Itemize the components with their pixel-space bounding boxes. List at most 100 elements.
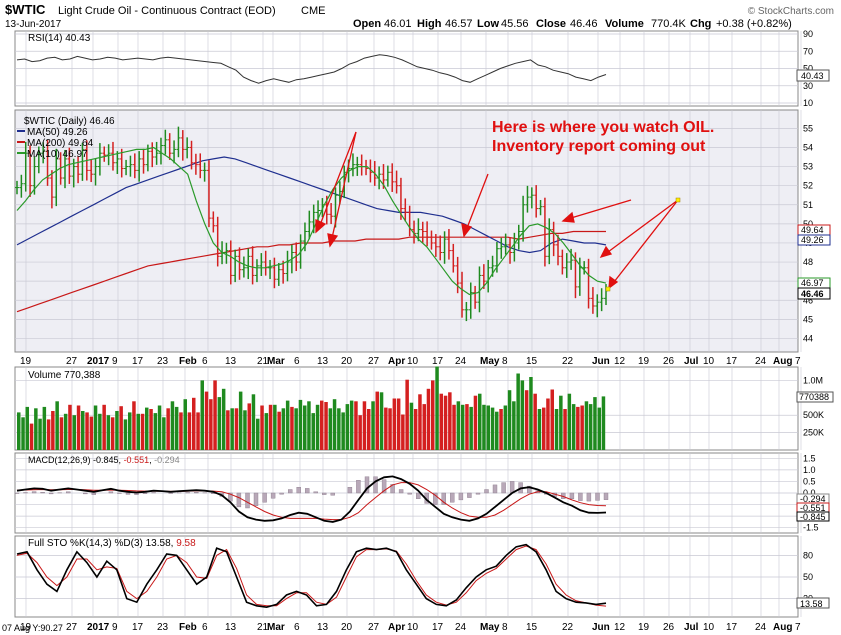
date-tick-label: 26 bbox=[663, 622, 675, 633]
date-tick-label: 6 bbox=[294, 356, 300, 367]
macd-tick-label: 1.0 bbox=[803, 465, 816, 475]
volume-bar bbox=[303, 405, 307, 450]
date-tick-label: 27 bbox=[66, 356, 78, 367]
volume-bar bbox=[200, 380, 204, 450]
date-tick-label: Feb bbox=[179, 622, 197, 633]
volume-bar bbox=[221, 388, 226, 450]
date-tick-label: 12 bbox=[614, 356, 626, 367]
macd-histogram-bar bbox=[279, 492, 284, 495]
date-tick-label: 21 bbox=[257, 356, 269, 367]
date-tick-label: 10 bbox=[703, 622, 715, 633]
open-value: 46.01 bbox=[384, 18, 412, 30]
volume-bar bbox=[320, 400, 324, 450]
volume-bar bbox=[17, 412, 21, 450]
macd-histogram-bar bbox=[40, 492, 45, 494]
date-tick-label: 17 bbox=[132, 622, 144, 633]
volume-bar bbox=[281, 408, 286, 450]
ma10-legend: MA(10) 46.97 bbox=[27, 149, 88, 160]
volume-bar bbox=[571, 404, 576, 450]
macd-histogram-bar bbox=[569, 492, 575, 500]
macd-histogram-bar bbox=[416, 492, 421, 500]
volume-bar bbox=[533, 393, 537, 450]
date-tick-label: Jun bbox=[592, 356, 610, 367]
date-tick-label: 23 bbox=[157, 356, 169, 367]
volume-bar bbox=[273, 404, 277, 450]
volume-bar bbox=[63, 413, 68, 450]
date-tick-label: May bbox=[480, 622, 500, 633]
macd-histogram-bar bbox=[381, 479, 387, 494]
macd-histogram-bar bbox=[398, 489, 404, 494]
rsi-tick-label: 30 bbox=[803, 81, 813, 91]
price-panel: 555453525150494847464544 $WTIC (Daily) 4… bbox=[14, 109, 831, 353]
volume-bar bbox=[256, 418, 260, 450]
macd-histogram-bar bbox=[31, 491, 37, 494]
macd-histogram-bar bbox=[475, 492, 481, 495]
volume-bar bbox=[337, 408, 341, 450]
macd-histogram-bar bbox=[270, 492, 276, 499]
date-tick-label: 19 bbox=[638, 356, 650, 367]
volume-bar bbox=[435, 366, 439, 450]
date-tick-label: 24 bbox=[455, 356, 467, 367]
date-tick-label: 17 bbox=[432, 622, 444, 633]
volume-bar bbox=[102, 404, 106, 450]
volume-bar bbox=[162, 417, 166, 450]
sto-tick-label: 50 bbox=[803, 572, 813, 582]
macd-histogram-bar bbox=[501, 482, 506, 494]
rsi-line bbox=[16, 54, 607, 84]
date-tick-label: 13 bbox=[317, 356, 329, 367]
volume-bar bbox=[230, 408, 234, 450]
chg-value: +0.38 (+0.82%) bbox=[716, 18, 792, 30]
volume-bar bbox=[597, 407, 601, 450]
volume-bar bbox=[264, 413, 269, 450]
volume-bar bbox=[362, 401, 367, 450]
volume-bar bbox=[166, 408, 170, 450]
date-tick-label: Apr bbox=[388, 622, 405, 633]
date-tick-label: 17 bbox=[726, 622, 738, 633]
date-tick-label: 10 bbox=[407, 622, 419, 633]
volume-bar bbox=[456, 401, 461, 450]
volume-bar bbox=[72, 415, 76, 450]
macd-histogram-bar bbox=[117, 492, 122, 494]
sto-last-label: 13.58 bbox=[800, 599, 823, 609]
volume-bar bbox=[524, 390, 529, 450]
volume-bar bbox=[328, 408, 333, 450]
volume-bar bbox=[490, 407, 495, 450]
annotation-arrows bbox=[315, 131, 679, 290]
date-tick-label: 15 bbox=[526, 356, 538, 367]
macd-tick-label: 1.5 bbox=[803, 453, 816, 463]
volume-bar bbox=[401, 414, 405, 450]
volume-bar bbox=[563, 409, 567, 450]
volume-bar bbox=[226, 410, 230, 450]
date-tick-label: Aug bbox=[773, 622, 792, 633]
volume-last-label: 770388 bbox=[799, 392, 829, 402]
macd-histogram-bar bbox=[433, 492, 438, 505]
macd-histogram-bar bbox=[492, 484, 498, 494]
macd-histogram-bar bbox=[373, 476, 378, 494]
date-tick-label: 19 bbox=[638, 622, 650, 633]
date-tick-label: 23 bbox=[157, 622, 169, 633]
sto-legend: Full STO %K(14,3) %D(3) 13.58, 9.58 bbox=[28, 538, 196, 549]
date-tick-label: Jul bbox=[684, 356, 699, 367]
price-tick-label: 50 bbox=[803, 219, 813, 229]
date-tick-label: 6 bbox=[294, 622, 300, 633]
volume-bar bbox=[601, 396, 606, 450]
volume-bar bbox=[157, 405, 162, 450]
volume-bar bbox=[593, 397, 597, 450]
pivot-marker bbox=[675, 197, 681, 203]
volume-bar bbox=[384, 407, 388, 450]
date-tick-label: 24 bbox=[755, 356, 767, 367]
volume-bar bbox=[584, 401, 589, 450]
volume-bar bbox=[452, 404, 456, 450]
macd-tick-label: 0.0 bbox=[803, 488, 816, 498]
rsi-legend: RSI(14) 40.43 bbox=[28, 33, 91, 44]
date-tick-label: 19 bbox=[20, 622, 32, 633]
macd-histogram-bar bbox=[527, 485, 532, 494]
volume-bar bbox=[392, 398, 397, 450]
macd-legend: MACD(12,26,9) -0.845, -0.551, -0.294 bbox=[28, 455, 180, 465]
volume-bar bbox=[507, 390, 512, 450]
volume-bar bbox=[217, 397, 222, 450]
volume-bar bbox=[499, 409, 503, 450]
volume-value: 770.4K bbox=[651, 18, 687, 30]
volume-bar bbox=[426, 388, 431, 450]
volume-bar bbox=[413, 409, 418, 450]
